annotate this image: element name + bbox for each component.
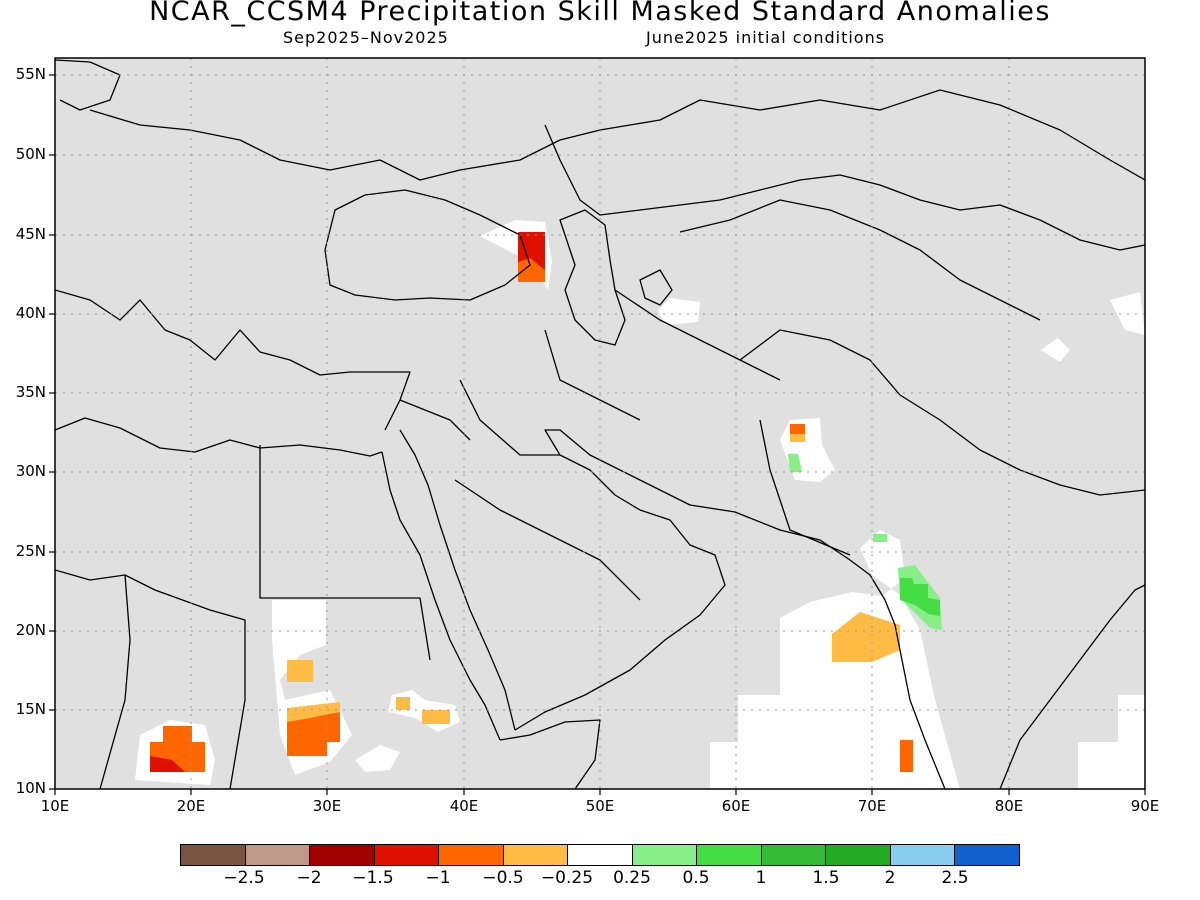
- coast-red-sea-west: [381, 451, 501, 741]
- season-label: Sep2025–Nov2025: [283, 28, 449, 47]
- legend-label: 1: [755, 868, 767, 888]
- anomaly-cell-afghanistan-light: [790, 434, 805, 442]
- coast-arabia-south: [514, 509, 726, 731]
- anomaly-cell-gujarat-wet-top: [873, 534, 887, 542]
- axis-ticks: [49, 74, 1146, 795]
- legend-swatch: [503, 845, 569, 865]
- unmasked-region-kazakh: [658, 298, 700, 325]
- lat-label-45: 45N: [15, 225, 46, 243]
- lon-label-10: 10E: [40, 797, 70, 815]
- border-russia-kazakh: [544, 124, 1145, 251]
- coast-caspian-sea: [559, 209, 626, 346]
- legend-label: −0.5: [482, 868, 524, 888]
- coast-black-sea: [324, 189, 531, 301]
- legend-swatch: [761, 845, 827, 865]
- legend-swatch: [181, 845, 246, 865]
- lat-label-25: 25N: [15, 542, 46, 560]
- coast-aral-sea: [639, 269, 673, 306]
- coast-india-east: [999, 584, 1145, 789]
- legend-label: 1.5: [812, 868, 840, 888]
- lat-label-55: 55N: [15, 65, 46, 83]
- legend-swatch: [439, 845, 504, 865]
- border-africa-states: [55, 445, 431, 789]
- anomaly-cell-ethiopia-east: [422, 710, 450, 724]
- legend-swatch: [310, 845, 375, 865]
- lat-label-10: 10N: [15, 779, 46, 797]
- lat-label-50: 50N: [15, 145, 46, 163]
- lon-label-60: 60E: [721, 797, 751, 815]
- lon-label-90: 90E: [1130, 797, 1160, 815]
- unmasked-region-tibet: [1040, 338, 1070, 362]
- legend-swatch: [568, 845, 633, 865]
- anomaly-cell-afghanistan-dry: [790, 424, 805, 434]
- lon-label-50: 50E: [585, 797, 615, 815]
- legend-label: −2.5: [223, 868, 265, 888]
- anomaly-cell-chad-dark: [150, 756, 185, 772]
- border-central-asia: [614, 199, 1145, 496]
- coast-persian-gulf: [544, 429, 851, 561]
- legend-swatch: [697, 845, 762, 865]
- anomaly-cell-ethiopia-west: [396, 697, 410, 710]
- lat-label-20: 20N: [15, 621, 46, 639]
- lon-label-30: 30E: [312, 797, 342, 815]
- legend-label: 0.5: [682, 868, 710, 888]
- legend-swatch: [632, 845, 698, 865]
- anomaly-cell-india-wet: [900, 578, 940, 616]
- legend-swatch: [374, 845, 440, 865]
- coast-mediterranean-north: [55, 289, 411, 431]
- anomaly-cell-caucasus-edge: [518, 258, 545, 282]
- legend-label: −1.5: [352, 868, 394, 888]
- color-legend: [180, 844, 1020, 866]
- lon-label-20: 20E: [176, 797, 206, 815]
- coast-horn-of-africa: [499, 719, 601, 789]
- coast-africa-mediterranean: [55, 417, 383, 457]
- coast-red-sea-east: [399, 429, 516, 731]
- masked-background: [55, 58, 1145, 789]
- legend-label: 2: [884, 868, 896, 888]
- lat-label-30: 30N: [15, 462, 46, 480]
- anomaly-cell-arabian-sea-dry: [832, 612, 900, 662]
- anomaly-cell-sudan-north: [287, 660, 313, 682]
- map-title: NCAR_CCSM4 Precipitation Skill Masked St…: [149, 0, 1051, 27]
- lon-label-40: 40E: [449, 797, 479, 815]
- anomaly-cell-south-india-dry: [900, 740, 913, 772]
- border-europe-north: [89, 89, 1145, 181]
- legend-swatch: [955, 845, 1019, 865]
- legend-label: −0.25: [540, 868, 594, 888]
- lon-label-70: 70E: [857, 797, 887, 815]
- legend-swatch: [890, 845, 956, 865]
- legend-label: 2.5: [941, 868, 969, 888]
- lat-label-35: 35N: [15, 383, 46, 401]
- init-label: June2025 initial conditions: [646, 28, 886, 47]
- border-middle-east: [399, 329, 851, 601]
- legend-label: −2: [296, 868, 322, 888]
- coast-baltic: [55, 59, 121, 111]
- unmasked-region-southeast: [1078, 695, 1145, 789]
- lon-label-80: 80E: [994, 797, 1024, 815]
- legend-label: 0.25: [613, 868, 651, 888]
- anomaly-cell-afghanistan-wet: [788, 454, 802, 472]
- graticule: [55, 58, 1145, 789]
- lat-label-15: 15N: [15, 700, 46, 718]
- unmasked-region-somalia: [355, 745, 400, 772]
- legend-swatch: [245, 845, 311, 865]
- legend-swatch: [826, 845, 891, 865]
- legend-label: −1: [425, 868, 451, 888]
- lat-label-40: 40N: [15, 304, 46, 322]
